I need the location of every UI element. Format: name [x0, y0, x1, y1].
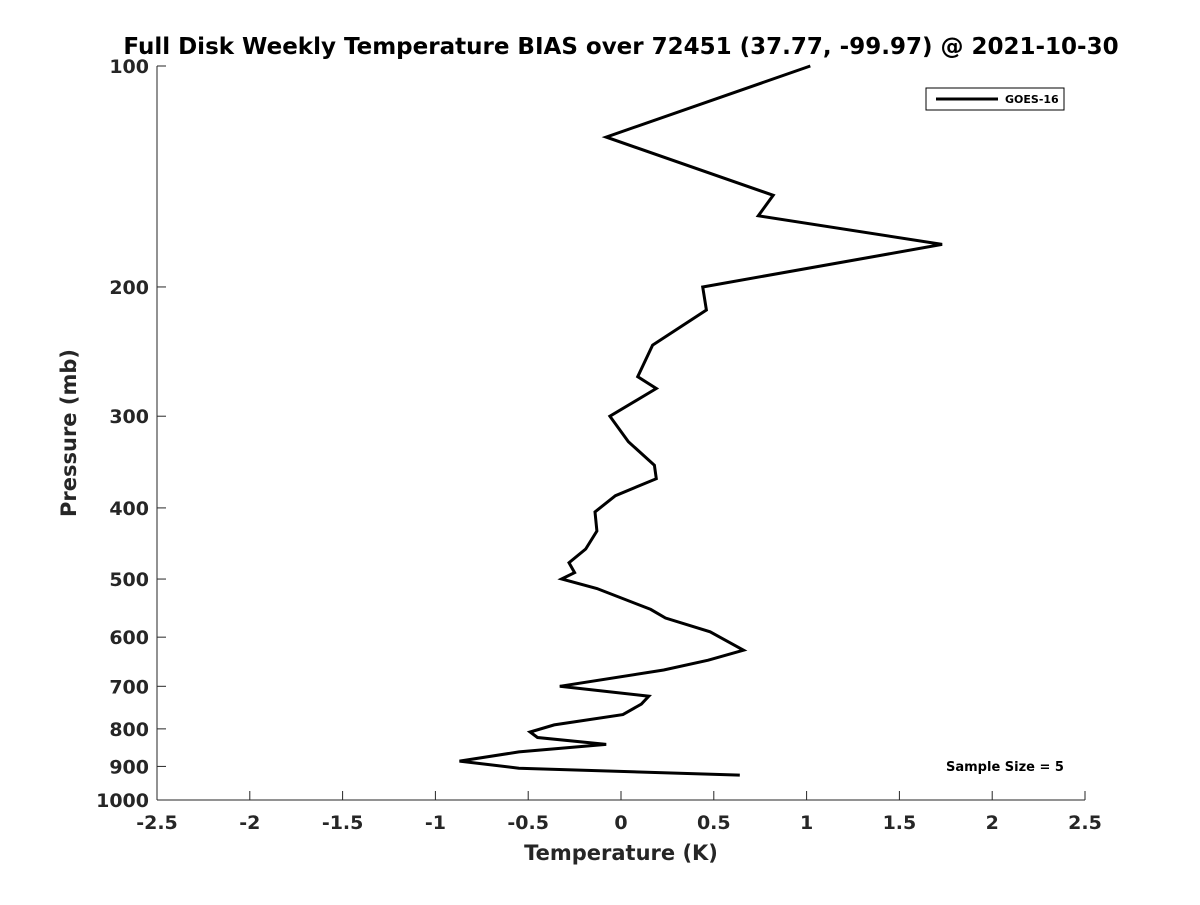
- y-tick-label: 200: [109, 277, 149, 299]
- x-tick-label: -1.5: [322, 812, 364, 834]
- x-tick-label: -2: [239, 812, 260, 834]
- y-tick-label: 700: [109, 676, 149, 698]
- x-tick-label: 0: [614, 812, 627, 834]
- chart-title: Full Disk Weekly Temperature BIAS over 7…: [123, 34, 1118, 60]
- x-tick-label: 1.5: [883, 812, 917, 834]
- y-tick-label: 600: [109, 627, 149, 649]
- y-tick-label: 800: [109, 719, 149, 741]
- legend: GOES-16: [925, 87, 1065, 111]
- x-tick-label: 2.5: [1068, 812, 1102, 834]
- x-tick-label: -0.5: [507, 812, 549, 834]
- x-tick-label: 2: [986, 812, 999, 834]
- x-axis-label: Temperature (K): [524, 841, 718, 865]
- x-tick-label: 1: [800, 812, 813, 834]
- series-line-goes-16: [459, 64, 943, 777]
- y-tick-label: 1000: [96, 790, 149, 812]
- x-tick-label: 0.5: [697, 812, 731, 834]
- y-axis-label: Pressure (mb): [57, 349, 81, 517]
- y-tick-label: 500: [109, 569, 149, 591]
- x-tick-label: -2.5: [136, 812, 178, 834]
- x-tick-label: -1: [425, 812, 446, 834]
- y-tick-label: 100: [109, 56, 149, 78]
- y-tick-label: 900: [109, 756, 149, 778]
- y-tick-label: 300: [109, 406, 149, 428]
- sample-size-annotation: Sample Size = 5: [946, 760, 1064, 775]
- y-tick-label: 400: [109, 498, 149, 520]
- legend-label-goes16: GOES-16: [1005, 93, 1059, 106]
- plot-area: [459, 64, 943, 777]
- axis-ticks: -2.5 -2 -1.5 -1 -0.5 0 0.5 1 1.5 2 2.5 100 200 300 400…: [96, 56, 1102, 834]
